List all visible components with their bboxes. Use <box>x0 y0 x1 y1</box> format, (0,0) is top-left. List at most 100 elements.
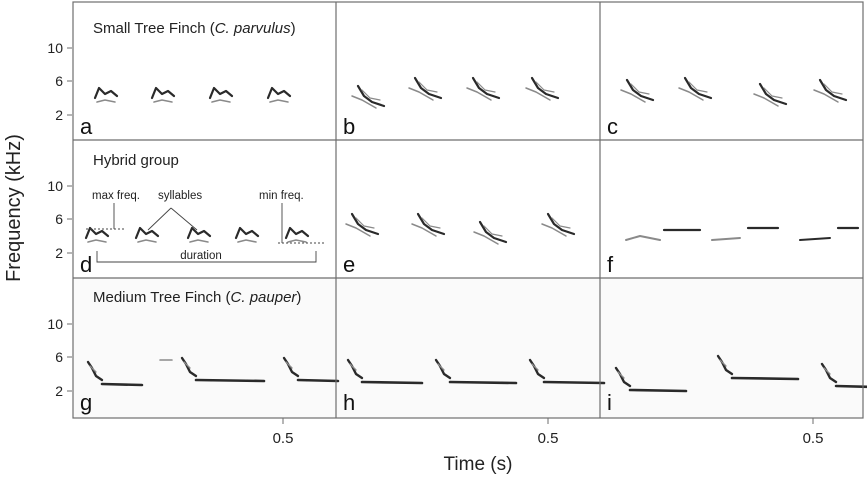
syllable-trace <box>189 239 209 243</box>
syllable-trace <box>530 76 560 100</box>
syllable-trace <box>716 354 734 376</box>
syllable-trace <box>678 87 704 101</box>
syllable-trace <box>418 81 438 93</box>
syllable-trace <box>285 361 293 369</box>
y-axis-label: Frequency (kHz) <box>3 134 25 282</box>
x-tick-marks <box>282 418 814 424</box>
syllable-trace <box>153 99 173 103</box>
syllable-trace <box>84 226 110 240</box>
syllable-trace <box>421 217 441 229</box>
syllable-whistle <box>296 378 340 383</box>
syllable-whistle <box>542 380 606 385</box>
syllable-trace <box>408 87 434 101</box>
syllable-trace <box>361 89 381 101</box>
y-tick: 10 <box>47 316 63 332</box>
syllable-trace <box>351 95 377 109</box>
y-ticks-row-1: 10 6 2 <box>47 40 63 123</box>
syllable-trace <box>476 81 496 93</box>
syllable-trace <box>356 84 386 108</box>
row-title-hybrid-group: Hybrid group <box>93 152 179 169</box>
syllable-trace <box>89 365 97 373</box>
syllable-trace <box>763 87 783 99</box>
syllable-trace <box>237 239 257 243</box>
syllable-trace <box>820 362 838 384</box>
syllable-trace <box>818 78 848 102</box>
syllable-trace <box>620 89 646 103</box>
syllable-trace <box>625 235 661 241</box>
y-tick: 2 <box>55 107 63 123</box>
panel-letters: a b c d e f g h i <box>80 114 618 415</box>
syllable-trace <box>551 217 571 229</box>
panel-d-annotation-labels: max freq. syllables min freq. duration <box>92 190 304 262</box>
syllable-trace <box>719 359 727 367</box>
max-freq-label: max freq. <box>92 190 140 202</box>
syllable-trace <box>413 76 443 100</box>
syllable-trace <box>541 223 567 237</box>
x-tick: 0.5 <box>538 430 559 447</box>
syllable-trace <box>350 212 380 236</box>
syllable-trace <box>93 86 119 100</box>
syllable-whistle <box>100 382 144 387</box>
syllable-trace <box>531 363 539 371</box>
syllable-trace <box>823 83 843 95</box>
syllable-trace <box>471 76 501 100</box>
syllable-trace <box>87 239 107 243</box>
syllable-trace <box>416 212 446 236</box>
y-tick: 10 <box>47 178 63 194</box>
syllable-whistle <box>194 378 266 383</box>
syllable-trace <box>349 363 357 371</box>
syllable-trace <box>813 89 839 103</box>
syllable-trace <box>86 360 104 382</box>
panel-letter-h: h <box>343 390 355 415</box>
syllable-trace <box>411 223 437 237</box>
y-tick: 6 <box>55 211 63 227</box>
syllable-trace <box>234 226 260 240</box>
syllable-trace <box>758 82 788 106</box>
y-ticks-row-2: 10 6 2 <box>47 178 63 261</box>
panel-d-annotations <box>86 203 326 263</box>
syllable-trace <box>180 356 198 378</box>
syllable-trace <box>483 225 503 237</box>
spectrogram-layer <box>84 76 867 393</box>
syllables-pointer-right <box>170 207 198 231</box>
y-tick: 6 <box>55 349 63 365</box>
syllable-trace <box>287 239 307 243</box>
syllable-trace <box>614 366 632 388</box>
panel-letter-a: a <box>80 114 93 139</box>
panel-letter-e: e <box>343 252 355 277</box>
syllable-trace <box>525 87 551 101</box>
syllable-trace <box>473 231 499 245</box>
syllable-trace <box>284 226 310 240</box>
syllable-trace <box>137 239 157 243</box>
syllable-trace <box>688 81 708 93</box>
syllable-trace <box>345 223 371 237</box>
duration-bracket <box>96 251 317 263</box>
syllable-trace <box>683 76 713 100</box>
syllable-trace <box>437 363 445 371</box>
syllable-trace <box>134 226 160 240</box>
syllables-pointer-left <box>147 207 172 231</box>
syllable-trace <box>535 81 555 93</box>
syllable-trace <box>630 83 650 95</box>
syllable-trace <box>466 87 492 101</box>
y-tick: 2 <box>55 245 63 261</box>
syllable-trace <box>150 86 176 100</box>
syllable-trace <box>183 361 191 369</box>
x-tick: 0.5 <box>803 430 824 447</box>
syllable-trace <box>96 99 116 103</box>
y-tick: 6 <box>55 73 63 89</box>
panel-letter-b: b <box>343 114 355 139</box>
syllable-trace <box>434 358 452 380</box>
syllable-trace <box>711 237 741 241</box>
y-tick-marks <box>67 47 72 392</box>
y-tick: 2 <box>55 383 63 399</box>
syllable-trace <box>208 86 234 100</box>
syllable-whistle <box>730 376 800 381</box>
y-tick: 10 <box>47 40 63 56</box>
syllable-whistle <box>834 384 867 389</box>
panel-letter-g: g <box>80 390 92 415</box>
syllable-trace <box>753 93 779 107</box>
x-tick: 0.5 <box>273 430 294 447</box>
row-title-small-tree-finch: Small Tree Finch (C. parvulus) <box>93 20 296 37</box>
syllable-whistle <box>360 380 424 385</box>
